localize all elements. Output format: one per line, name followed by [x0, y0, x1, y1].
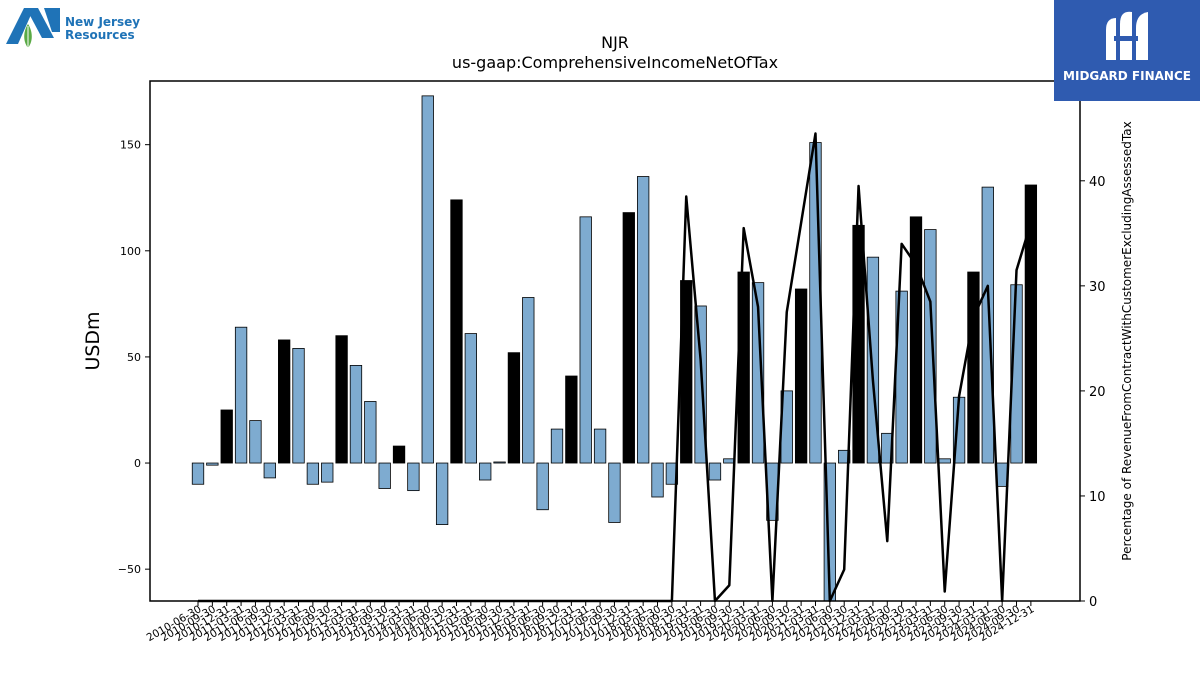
bar-2018-06-30	[651, 462, 664, 498]
bar-2010-09-30	[206, 462, 219, 466]
y2-tick-label: 30	[1089, 280, 1106, 295]
bar-2024-12-31	[1024, 184, 1038, 464]
bar-2019-03-31	[694, 305, 707, 464]
bar-2012-06-30	[306, 462, 320, 485]
bar-2016-06-30	[536, 462, 549, 511]
y-axis-label: USDm	[82, 311, 104, 370]
bar-2022-12-31	[909, 216, 923, 464]
bar-2015-06-30	[479, 462, 492, 481]
bar-2010-06-30	[191, 462, 205, 485]
midgard-logo-mark-icon	[1106, 11, 1148, 60]
y2-tick-label: 20	[1089, 385, 1106, 400]
bar-2023-03-31	[924, 229, 937, 464]
bar-2017-03-31	[579, 216, 592, 464]
bar-2013-12-31	[392, 445, 406, 464]
midgard-finance-logo: MIDGARD FINANCE	[1054, 0, 1200, 101]
y-tick-label: 50	[127, 351, 141, 364]
bar-2013-03-31	[349, 365, 363, 464]
bar-2012-03-31	[292, 348, 305, 464]
new-jersey-resources-logo: New Jersey Resources	[4, 4, 154, 50]
bar-2017-12-31	[622, 212, 635, 464]
njr-logo-mark-icon	[6, 8, 60, 48]
axes: −500501001500102030402010-06-302010-09-3…	[118, 139, 1106, 644]
y-tick-label: 0	[134, 457, 141, 470]
bar-2018-03-31	[637, 176, 650, 464]
bar-2023-12-31	[967, 271, 980, 464]
bar-2021-09-30	[838, 449, 851, 464]
bar-2012-12-31	[335, 335, 348, 464]
plot-area	[191, 95, 1038, 603]
bar-2024-03-31	[981, 186, 994, 464]
y2-tick-label: 40	[1089, 175, 1106, 190]
bar-2011-03-31	[234, 326, 248, 464]
bar-2023-06-30	[938, 458, 951, 464]
y-tick-label: 150	[120, 139, 141, 152]
bar-2022-06-30	[881, 432, 894, 464]
bar-2010-12-31	[220, 409, 233, 464]
bar-2012-09-30	[321, 462, 334, 483]
bar-2019-06-30	[708, 462, 722, 481]
bar-2017-06-30	[593, 428, 607, 464]
bar-2014-06-30	[421, 95, 434, 464]
y2-axis-label: Percentage of RevenueFromContractWithCus…	[1120, 121, 1134, 560]
chart-subtitle: us-gaap:ComprehensiveIncomeNetOfTax	[452, 53, 778, 72]
bar-2014-12-31	[450, 199, 463, 464]
bar-2011-09-30	[263, 462, 276, 479]
bar-2015-09-30	[493, 461, 506, 464]
chart-title: NJR	[601, 33, 629, 52]
bar-2022-03-31	[866, 256, 880, 464]
midgard-logo-text: MIDGARD FINANCE	[1063, 69, 1191, 83]
bar-2011-06-30	[249, 420, 262, 464]
bar-2020-03-31	[751, 282, 765, 464]
bar-2011-12-31	[278, 339, 291, 464]
bar-2014-09-30	[435, 462, 449, 525]
bar-2020-12-31	[794, 288, 808, 464]
y2-tick-label: 10	[1089, 490, 1106, 505]
y2-tick-label: 0	[1089, 595, 1097, 610]
bar-2013-09-30	[378, 462, 391, 489]
plot-frame	[149, 80, 1081, 602]
bar-2017-09-30	[608, 462, 621, 523]
bar-2015-12-31	[507, 352, 521, 464]
logo-line-1: New Jersey	[65, 15, 141, 29]
bar-2014-03-31	[407, 462, 420, 492]
bar-2015-03-31	[464, 333, 477, 464]
bar-2016-09-30	[550, 428, 564, 464]
bar-2013-06-30	[364, 401, 377, 464]
bar-2016-03-31	[522, 297, 535, 464]
bar-2016-12-31	[565, 375, 578, 464]
y-tick-label: 100	[120, 245, 141, 258]
logo-line-2: Resources	[65, 28, 135, 42]
y-tick-label: −50	[118, 563, 141, 576]
